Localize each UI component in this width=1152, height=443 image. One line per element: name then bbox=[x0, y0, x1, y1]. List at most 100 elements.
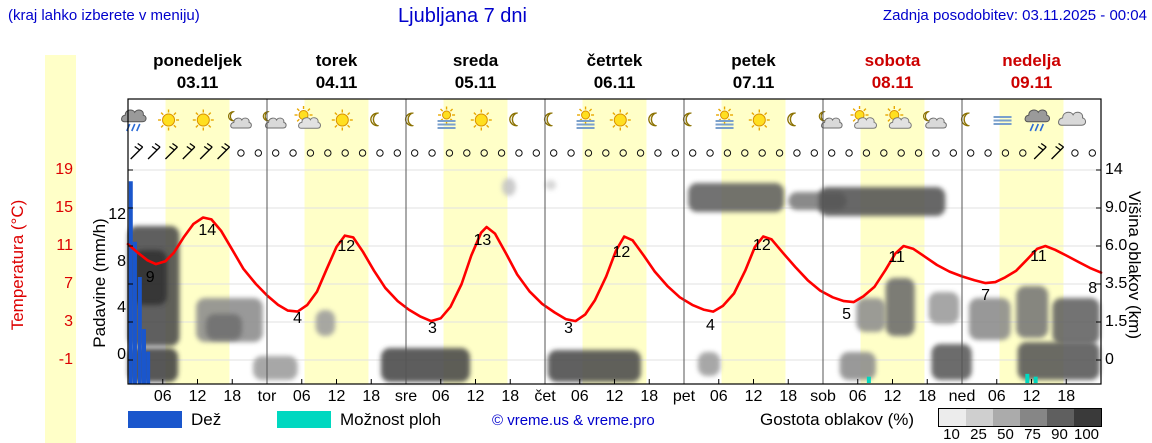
svg-text:☾: ☾ bbox=[682, 110, 698, 131]
hour-label: 06 bbox=[431, 388, 450, 405]
rain-bars bbox=[128, 181, 151, 384]
sun-icon bbox=[609, 109, 631, 131]
temperature-axis-label: Temperatura (°C) bbox=[8, 199, 27, 331]
hour-label: 18 bbox=[362, 388, 381, 405]
temp-value-label: 14 bbox=[198, 222, 217, 239]
day-name-1: ponedeljek bbox=[153, 51, 242, 70]
sun-icon bbox=[158, 109, 180, 131]
moon-icon: ☾ bbox=[786, 110, 803, 132]
daylight-bands bbox=[165, 99, 1064, 384]
cloud-density-label: Gostota oblakov (%) bbox=[760, 410, 915, 429]
showers-legend-label: Možnost ploh bbox=[340, 410, 442, 429]
hour-label: 18 bbox=[501, 388, 520, 405]
precip-tick-0: 0 bbox=[117, 346, 126, 364]
temp-tick-7: 7 bbox=[64, 275, 73, 292]
temp-value-label: 11 bbox=[1030, 248, 1047, 265]
density-step-100 bbox=[1074, 409, 1101, 426]
rain-icon bbox=[1024, 109, 1051, 132]
temp-value-label: 9 bbox=[145, 269, 155, 286]
weather-icons-row: ☾ ☾ ☾ ☾ ☾ ☾ ☾ ☾ ☾ ☾ ☾ ☾ bbox=[121, 106, 1087, 132]
moon-icon: ☾ bbox=[959, 110, 976, 132]
day-date-1: 03.11 bbox=[176, 73, 219, 92]
hour-label: 18 bbox=[779, 388, 798, 405]
hour-label: 18 bbox=[918, 388, 937, 405]
cloud-height-tick-6.0: 6.0 bbox=[1105, 237, 1128, 254]
day-name-4: četrtek bbox=[586, 51, 643, 70]
cloud-height-tick-1.5: 1.5 bbox=[1105, 313, 1128, 330]
sun-icon bbox=[192, 109, 214, 131]
temp-tick-3: 3 bbox=[64, 313, 73, 330]
precip-tick-4: 4 bbox=[117, 299, 126, 317]
hour-label: 06 bbox=[987, 388, 1006, 405]
wind-row bbox=[130, 142, 1097, 160]
temp-value-label: 4 bbox=[293, 310, 303, 327]
day-abbr-sob: sob bbox=[810, 388, 836, 405]
rain-legend-label: Dež bbox=[191, 410, 222, 429]
moon-icon: ☾ bbox=[542, 110, 559, 132]
temp-value-label: 3 bbox=[427, 320, 437, 337]
temp-tick-19: 19 bbox=[55, 161, 73, 178]
density-tick-100: 100 bbox=[1073, 426, 1100, 443]
svg-text:☾: ☾ bbox=[508, 110, 524, 131]
hour-label: 12 bbox=[466, 388, 485, 405]
cloud-height-tick-14: 14 bbox=[1105, 161, 1123, 178]
density-tick-50: 50 bbox=[997, 426, 1014, 443]
fog-icon bbox=[993, 116, 1012, 125]
density-tick-25: 25 bbox=[970, 426, 987, 443]
hour-label: 18 bbox=[223, 388, 242, 405]
svg-text:☾: ☾ bbox=[960, 110, 976, 131]
menu-hint: (kraj lahko izberete v meniju) bbox=[8, 7, 200, 24]
density-step-75 bbox=[1020, 409, 1047, 426]
temp-value-label: 11 bbox=[888, 249, 905, 266]
density-tick-75: 75 bbox=[1024, 426, 1041, 443]
svg-text:☾: ☾ bbox=[404, 110, 420, 131]
hour-label: 18 bbox=[1057, 388, 1076, 405]
fog-sun-icon bbox=[576, 106, 595, 129]
hour-label: 06 bbox=[848, 388, 867, 405]
shower-marks bbox=[866, 373, 1038, 383]
day-abbr-pet: pet bbox=[672, 388, 696, 405]
density-step-10 bbox=[939, 409, 966, 426]
temp-value-label: 12 bbox=[752, 237, 771, 254]
svg-text:☾: ☾ bbox=[647, 110, 663, 131]
moon-icon: ☾ bbox=[647, 110, 664, 132]
hour-label: 12 bbox=[188, 388, 207, 405]
precipitation-axis-label: Padavine (mm/h) bbox=[90, 218, 109, 348]
credit-link[interactable]: © vreme.us & vreme.pro bbox=[492, 412, 655, 429]
day-date-2: 04.11 bbox=[315, 73, 358, 92]
hour-label: 12 bbox=[605, 388, 624, 405]
day-date-7: 09.11 bbox=[1010, 73, 1053, 92]
day-abbr-čet: čet bbox=[534, 388, 556, 405]
precip-tick-8: 8 bbox=[117, 252, 126, 270]
density-tick-90: 90 bbox=[1051, 426, 1068, 443]
temp-tick-11: 11 bbox=[56, 237, 73, 254]
last-update-timestamp: Zadnja posodobitev: 03.11.2025 - 00:04 bbox=[882, 7, 1147, 24]
svg-text:☾: ☾ bbox=[543, 110, 559, 131]
density-tick-10: 10 bbox=[943, 426, 960, 443]
temp-value-label: 12 bbox=[612, 244, 631, 261]
day-abbr-sre: sre bbox=[394, 388, 418, 405]
temp-value-label: 7 bbox=[981, 287, 991, 304]
cloud-icon bbox=[1058, 111, 1087, 126]
hour-label: 06 bbox=[709, 388, 728, 405]
density-step-50 bbox=[993, 409, 1020, 426]
hour-label: 12 bbox=[1022, 388, 1041, 405]
day-date-3: 05.11 bbox=[454, 73, 497, 92]
hour-label: 06 bbox=[153, 388, 172, 405]
hour-label: 12 bbox=[327, 388, 346, 405]
day-date-5: 07.11 bbox=[732, 73, 775, 92]
temp-tick-15: 15 bbox=[55, 199, 73, 216]
sun-cloud-icon bbox=[885, 106, 912, 129]
day-name-7: nedelja bbox=[1002, 51, 1061, 70]
moon-cloud-icon: ☾ bbox=[922, 110, 947, 129]
temperature-curve bbox=[126, 216, 1103, 323]
day-abbr-tor: tor bbox=[257, 388, 277, 405]
moon-icon: ☾ bbox=[681, 110, 698, 132]
density-step-25 bbox=[966, 409, 993, 426]
svg-text:☾: ☾ bbox=[786, 110, 802, 131]
moon-icon: ☾ bbox=[508, 110, 525, 132]
sun-cloud-icon bbox=[294, 106, 321, 129]
temp-value-label: 13 bbox=[473, 232, 492, 249]
sun-icon bbox=[748, 109, 770, 131]
